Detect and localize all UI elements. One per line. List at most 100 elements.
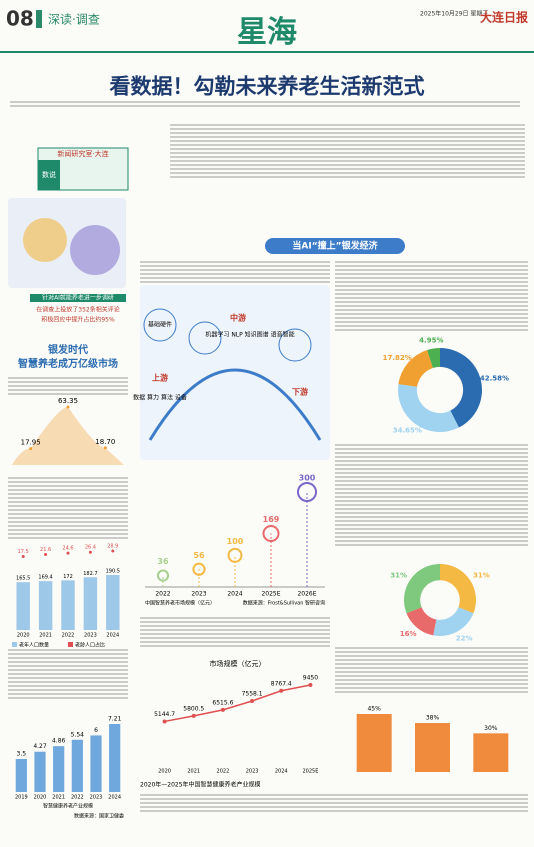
x-label: 2024 — [275, 769, 288, 775]
x-label: 2021 — [39, 633, 52, 639]
bar — [38, 581, 53, 630]
bar — [83, 577, 98, 630]
stat: 积极回应中提升占比约95% — [41, 316, 115, 324]
node — [278, 328, 312, 362]
page-number: 08 — [6, 7, 34, 31]
paper-name: 大连日报 — [480, 10, 528, 25]
value-label: 4.27 — [33, 743, 47, 750]
value-label: 182.7 — [83, 571, 97, 577]
slice — [403, 564, 440, 614]
x-label: 2019 — [15, 795, 28, 801]
x-label: 2025E — [302, 769, 318, 775]
diagram-label: 上游 — [152, 373, 168, 383]
x-label: 2024 — [108, 795, 121, 801]
point — [191, 713, 196, 718]
stat: 针对AI就能养老进一步调研 — [42, 294, 114, 302]
x-label: 2026E — [297, 591, 316, 598]
point — [21, 555, 25, 559]
bar — [90, 735, 102, 792]
value-label: 22% — [456, 635, 473, 643]
point — [66, 405, 70, 409]
bar — [53, 746, 65, 792]
date: 2025年10月29日 星期三 — [420, 10, 488, 18]
point — [308, 683, 313, 687]
value-label: 4.86 — [52, 738, 66, 745]
x-label: 2020 — [158, 769, 171, 775]
x-label: 2022 — [155, 591, 170, 598]
value-label: 26.4 — [85, 545, 96, 551]
value-label: 24.6 — [62, 546, 73, 552]
body-text — [8, 101, 528, 812]
value-label: 165.5 — [16, 576, 30, 582]
point — [103, 446, 107, 450]
node — [143, 308, 177, 342]
x-label: 2025E — [261, 591, 280, 598]
stat: 在调查上投放了352条相关评论 — [36, 306, 119, 314]
diagram-label: 机器学习 NLP 知识图谱 语音智能 — [205, 331, 294, 339]
value-label: 34.65% — [393, 427, 422, 435]
source: 数据来源：国家卫健委 — [74, 813, 124, 820]
caption: 2020年—2025年中国智慧健康养老产业规模 — [140, 781, 261, 789]
diagram-arc — [148, 368, 322, 441]
x-label: 2023 — [246, 769, 259, 775]
node — [188, 321, 222, 355]
point — [111, 549, 115, 553]
x-label: 2023 — [90, 795, 103, 801]
diagram-label: 下游 — [292, 387, 308, 397]
legend-swatch — [68, 642, 73, 647]
legend: 智慧健康养老产业规模 — [43, 803, 93, 810]
chart-title: 市场规模（亿元） — [210, 659, 266, 668]
diagram-label: 中游 — [230, 313, 246, 323]
value-label: 56 — [193, 551, 205, 560]
value-label: 6 — [94, 727, 98, 734]
x-label: 2020 — [17, 633, 30, 639]
unit: 新闻研究室·大连 — [57, 149, 108, 158]
bar — [34, 751, 46, 792]
point — [44, 553, 48, 557]
section: 深读·调查 — [48, 13, 100, 27]
bar — [473, 733, 509, 772]
slice — [440, 564, 476, 614]
illustration-shape — [70, 225, 120, 275]
slice — [427, 348, 440, 369]
bar — [415, 723, 450, 772]
value-label: 63.35 — [58, 397, 78, 405]
bar — [15, 758, 27, 792]
value-label: 6515.6 — [212, 699, 233, 706]
value-label: 7558.1 — [242, 691, 263, 698]
value-label: 16% — [400, 630, 417, 638]
slice — [397, 384, 459, 432]
value-label: 28.9 — [107, 544, 118, 550]
x-label: 2022 — [62, 633, 75, 639]
x-label: 2023 — [84, 633, 97, 639]
bar — [356, 714, 392, 772]
x-label: 2023 — [191, 591, 206, 598]
bar — [109, 724, 121, 792]
value-label: 42.58% — [480, 374, 509, 382]
point — [29, 447, 33, 451]
diagram-label: 数据 算力 算法 设备 — [133, 394, 187, 402]
x-label: 2024 — [106, 633, 119, 639]
section-mark — [36, 10, 42, 28]
value-label: 100 — [227, 537, 244, 546]
x-label: 2020 — [34, 795, 47, 801]
diagram — [140, 285, 330, 460]
value-label: 30% — [484, 725, 498, 732]
point — [220, 707, 225, 712]
caption: 中国智慧养老市场规模（亿元） — [145, 600, 215, 607]
tag-box — [38, 160, 60, 190]
diagram-label: 基础硬件 — [148, 321, 172, 329]
value-label: 172 — [63, 574, 73, 580]
point — [66, 551, 70, 555]
x-label: 2021 — [52, 795, 65, 801]
value-label: 38% — [426, 715, 440, 722]
line — [164, 684, 311, 723]
legend-label: 老年人口数量 — [19, 642, 49, 649]
value-label: 190.5 — [106, 569, 120, 575]
point — [279, 688, 284, 693]
value-label: 45% — [367, 706, 381, 713]
x-label: 2022 — [217, 769, 230, 775]
x-label: 2024 — [227, 591, 242, 598]
slice — [398, 350, 433, 387]
